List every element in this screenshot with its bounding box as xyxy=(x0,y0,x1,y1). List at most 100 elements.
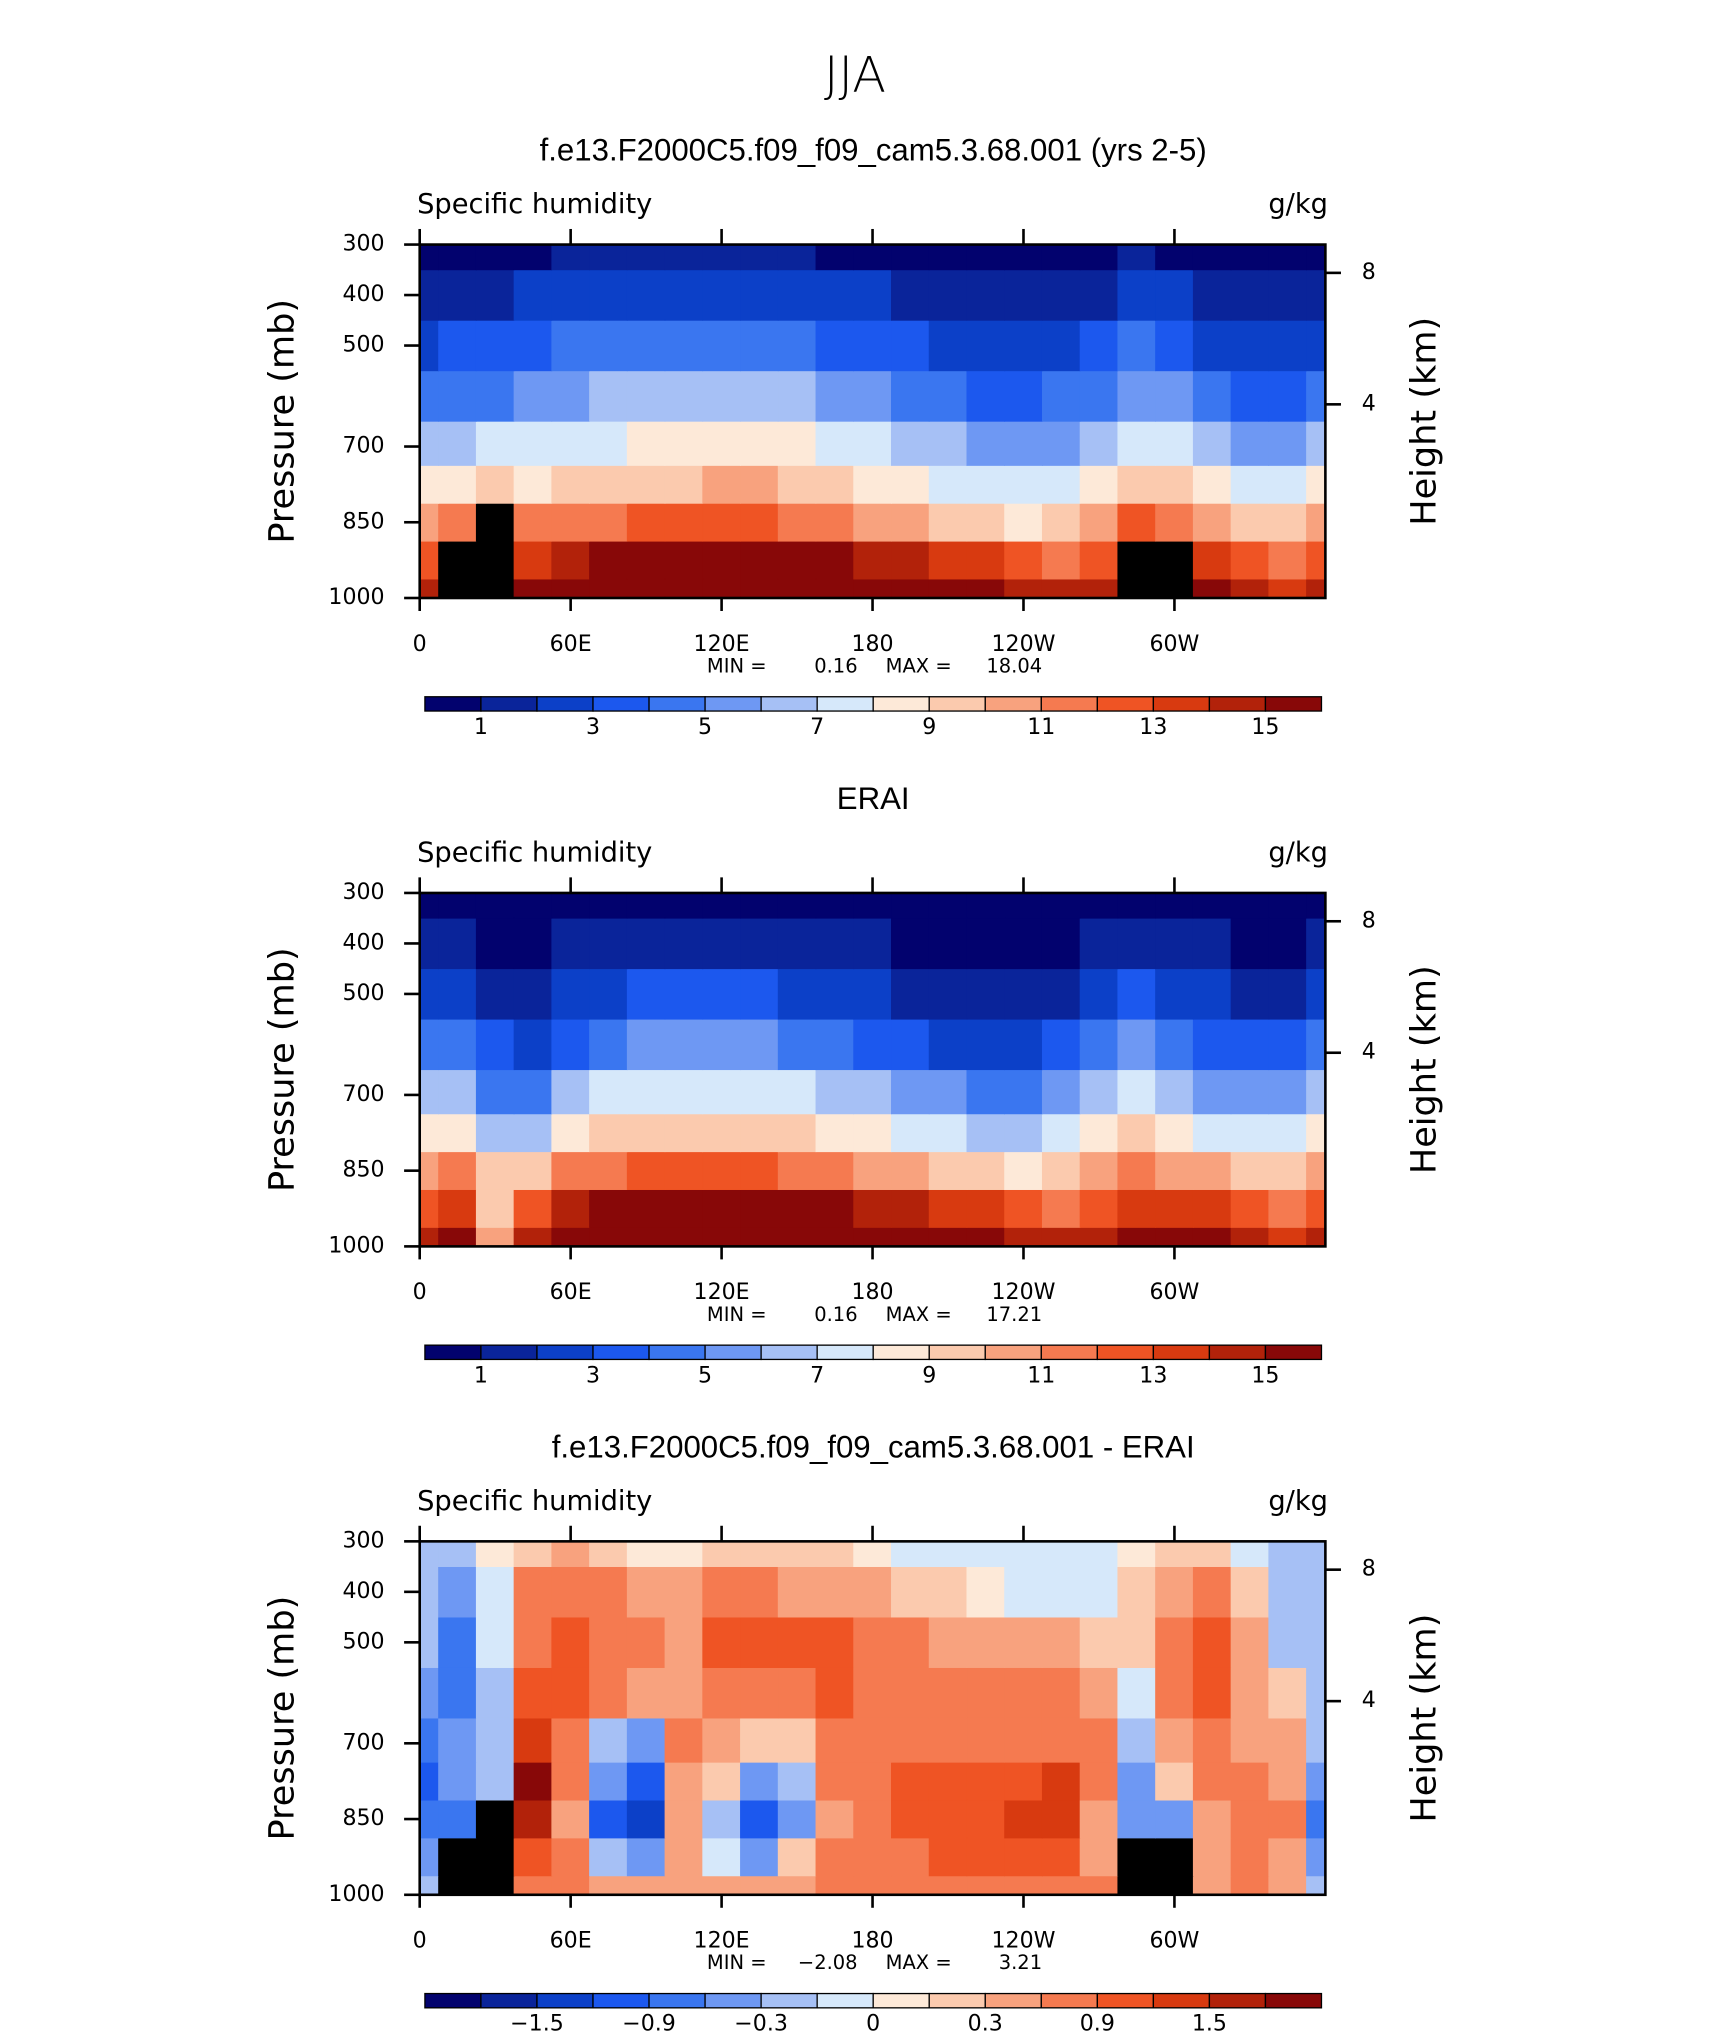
missing-cell xyxy=(438,540,477,580)
missing-cell xyxy=(438,578,477,599)
colorbar-box xyxy=(928,696,986,712)
field-cell xyxy=(815,1837,855,1877)
y-tick-label: 700 xyxy=(342,1730,384,1755)
field-cell xyxy=(1004,1761,1043,1801)
y2-axis-title: Height (km) xyxy=(1403,1614,1444,1823)
field-cell xyxy=(1230,1227,1270,1247)
field-cell xyxy=(777,968,817,1020)
field-cell xyxy=(966,1113,1006,1153)
x-tick-label: 120E xyxy=(694,1280,750,1305)
field-cell xyxy=(1079,420,1119,466)
field-cell xyxy=(551,968,590,1020)
field-cell xyxy=(815,892,855,919)
field-cell xyxy=(438,319,477,372)
field-cell xyxy=(1079,578,1119,599)
field-cell xyxy=(966,1799,1006,1839)
field-cell xyxy=(1192,917,1232,970)
field-cell xyxy=(664,968,704,1020)
x-tick-label: 0 xyxy=(413,632,427,657)
field-cell xyxy=(551,1761,590,1801)
field-cell xyxy=(551,465,590,504)
field-cell xyxy=(475,968,515,1020)
colorbar-box xyxy=(928,1992,986,2009)
field-cell xyxy=(702,269,741,321)
field-cell xyxy=(589,1875,628,1896)
field-cell xyxy=(664,1189,704,1228)
field-cell xyxy=(740,1717,779,1763)
field-cell xyxy=(1306,1616,1326,1668)
field-cell xyxy=(513,1837,553,1877)
field-cell xyxy=(853,892,892,919)
field-cell xyxy=(1192,370,1232,422)
field-cell xyxy=(777,1018,817,1071)
field-cell xyxy=(513,578,553,599)
y2-tick-label: 4 xyxy=(1362,391,1376,416)
field-cell xyxy=(1230,1667,1270,1719)
field-cell xyxy=(1192,465,1232,504)
y-tick-label: 850 xyxy=(342,1806,384,1831)
field-cell xyxy=(1230,1799,1270,1839)
panel-title: f.e13.F2000C5.f09_f09_cam5.3.68.001 (yrs… xyxy=(540,133,1207,168)
colorbar-box xyxy=(872,1992,930,2009)
field-cell xyxy=(740,1761,779,1801)
field-cell xyxy=(928,465,968,504)
field-cell xyxy=(1079,244,1119,271)
field-cell xyxy=(853,1837,892,1877)
colorbar-box xyxy=(1152,696,1211,712)
field-cell xyxy=(702,917,741,970)
x-tick-label: 60E xyxy=(550,632,592,657)
field-cell xyxy=(777,578,817,599)
field-cell xyxy=(777,1799,817,1839)
min-value: −2.08 xyxy=(798,1951,858,1974)
field-cell xyxy=(853,420,892,466)
field-cell xyxy=(1268,968,1307,1020)
field-cell xyxy=(966,540,1006,580)
field-cell xyxy=(815,502,855,542)
field-cell xyxy=(740,1018,779,1071)
max-value: 17.21 xyxy=(986,1303,1042,1326)
y-tick-label: 500 xyxy=(342,981,384,1006)
field-cell xyxy=(928,1113,968,1153)
field-cell xyxy=(589,1761,628,1801)
field-cell xyxy=(740,1799,779,1839)
field-cell xyxy=(551,1875,590,1896)
field-cell xyxy=(1268,1069,1307,1115)
field-cell xyxy=(966,1540,1006,1567)
y-tick-label: 1000 xyxy=(328,585,384,610)
figure-title: JJA xyxy=(824,46,886,104)
field-cell xyxy=(438,1717,477,1763)
x-tick-label: 120E xyxy=(694,632,750,657)
field-cell xyxy=(1004,578,1043,599)
field-cell xyxy=(1192,1069,1232,1115)
colorbar-label: 0 xyxy=(866,2012,880,2037)
field-cell xyxy=(589,1799,628,1839)
field-cell xyxy=(702,370,741,422)
field-cell xyxy=(626,968,666,1020)
field-cell xyxy=(1041,1189,1081,1228)
y2-axis-title: Height (km) xyxy=(1403,317,1444,526)
field-cell xyxy=(853,1069,892,1115)
x-tick-label: 0 xyxy=(413,1929,427,1954)
field-cell xyxy=(928,1069,968,1115)
field-cell xyxy=(928,1667,968,1719)
field-cell xyxy=(513,917,553,970)
field-cell xyxy=(740,269,779,321)
field-cell xyxy=(777,1540,817,1567)
field-cell xyxy=(1079,502,1119,542)
field-cell xyxy=(626,1189,666,1228)
field-cell xyxy=(1117,1761,1156,1801)
field-cell xyxy=(626,502,666,542)
field-cell xyxy=(589,502,628,542)
max-label: MAX = xyxy=(886,1303,952,1326)
field-cell xyxy=(664,1540,704,1567)
field-cell xyxy=(475,1717,515,1763)
field-cell xyxy=(513,1717,553,1763)
field-cell xyxy=(1230,502,1270,542)
field-cell xyxy=(1306,1189,1326,1228)
colorbar-box xyxy=(480,1992,538,2009)
field-cell xyxy=(1268,1616,1307,1668)
y-tick-label: 300 xyxy=(342,1528,384,1553)
field-cell xyxy=(1306,1799,1326,1839)
y-axis-title: Pressure (mb) xyxy=(261,1596,302,1841)
field-cell xyxy=(1041,420,1081,466)
